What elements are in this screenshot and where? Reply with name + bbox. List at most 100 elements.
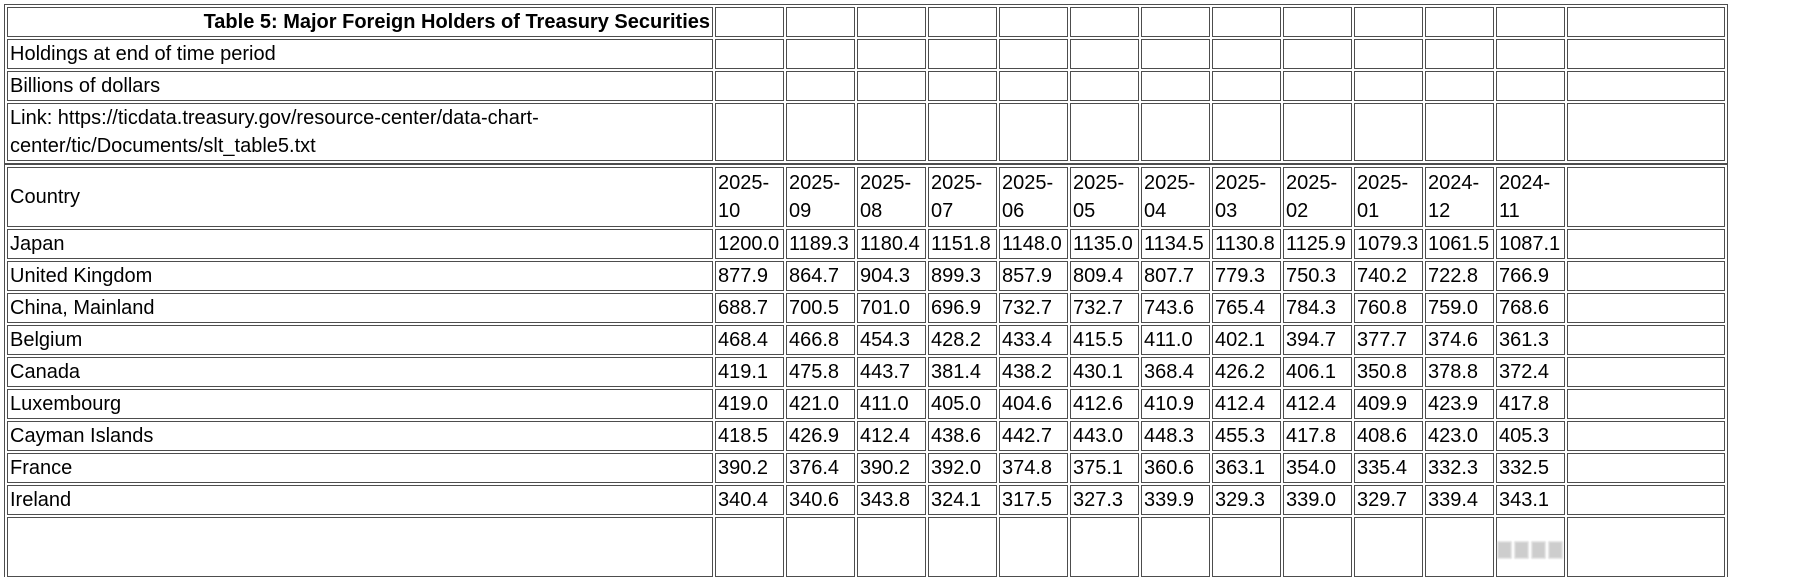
value-cell: 438.6 xyxy=(928,421,997,451)
empty-cell xyxy=(1567,167,1725,227)
empty-cell xyxy=(928,7,997,37)
empty-cell xyxy=(999,7,1068,37)
value-cell: 1148.0 xyxy=(999,229,1068,259)
table-title: Table 5: Major Foreign Holders of Treasu… xyxy=(7,7,713,37)
table-row: Canada 419.1 475.8 443.7 381.4 438.2 430.1 368.… xyxy=(7,357,1725,387)
empty-cell xyxy=(1141,39,1210,69)
empty-cell xyxy=(1567,39,1725,69)
value-cell: 700.5 xyxy=(786,293,855,323)
empty-cell xyxy=(1354,517,1423,577)
value-cell: 688.7 xyxy=(715,293,784,323)
empty-cell xyxy=(1070,39,1139,69)
empty-cell xyxy=(1567,389,1725,419)
empty-cell xyxy=(1212,7,1281,37)
empty-cell xyxy=(786,517,855,577)
empty-cell xyxy=(1354,7,1423,37)
empty-cell xyxy=(1496,71,1565,101)
value-cell: 448.3 xyxy=(1141,421,1210,451)
value-cell: 1180.4 xyxy=(857,229,926,259)
value-cell: 418.5 xyxy=(715,421,784,451)
value-cell: 390.2 xyxy=(715,453,784,483)
empty-cell xyxy=(715,103,784,161)
units-note-row: Billions of dollars xyxy=(7,71,1725,101)
empty-cell xyxy=(786,39,855,69)
country-cell: Luxembourg xyxy=(7,389,713,419)
value-cell: 468.4 xyxy=(715,325,784,355)
value-cell: 381.4 xyxy=(928,357,997,387)
empty-cell xyxy=(857,39,926,69)
value-cell: 376.4 xyxy=(786,453,855,483)
empty-cell xyxy=(928,71,997,101)
column-header-2024-11: 2024-11 xyxy=(1496,167,1565,227)
value-cell: 430.1 xyxy=(1070,357,1139,387)
empty-cell xyxy=(1425,103,1494,161)
column-header-2024-12: 2024-12 xyxy=(1425,167,1494,227)
value-cell: 743.6 xyxy=(1141,293,1210,323)
value-cell: 759.0 xyxy=(1425,293,1494,323)
source-link-text: Link: https://ticdata.treasury.gov/resou… xyxy=(10,107,539,157)
value-cell: 750.3 xyxy=(1283,261,1352,291)
partial-clipped-row xyxy=(7,517,1725,577)
value-cell: 784.3 xyxy=(1283,293,1352,323)
value-cell: 768.6 xyxy=(1496,293,1565,323)
empty-cell xyxy=(1567,261,1725,291)
value-cell: 423.0 xyxy=(1425,421,1494,451)
empty-cell xyxy=(786,71,855,101)
value-cell: 807.7 xyxy=(1141,261,1210,291)
value-cell: 423.9 xyxy=(1425,389,1494,419)
value-cell: 372.4 xyxy=(1496,357,1565,387)
empty-cell xyxy=(1141,7,1210,37)
value-cell: 350.8 xyxy=(1354,357,1423,387)
column-header-2025-03: 2025-03 xyxy=(1212,167,1281,227)
value-cell: 394.7 xyxy=(1283,325,1352,355)
empty-cell xyxy=(999,103,1068,161)
value-cell: 443.0 xyxy=(1070,421,1139,451)
empty-cell xyxy=(1283,71,1352,101)
watermark xyxy=(1497,541,1563,559)
value-cell: 765.4 xyxy=(1212,293,1281,323)
value-cell: 1135.0 xyxy=(1070,229,1139,259)
empty-cell xyxy=(857,71,926,101)
value-cell: 339.4 xyxy=(1425,485,1494,515)
value-cell: 760.8 xyxy=(1354,293,1423,323)
empty-cell xyxy=(715,39,784,69)
header-row: Country 2025-10 2025-09 2025-08 2025-07 2025… xyxy=(7,167,1725,227)
table-row: France 390.2 376.4 390.2 392.0 374.8 375.1 360.… xyxy=(7,453,1725,483)
empty-cell xyxy=(857,517,926,577)
empty-cell xyxy=(1496,103,1565,161)
value-cell: 415.5 xyxy=(1070,325,1139,355)
value-cell: 327.3 xyxy=(1070,485,1139,515)
value-cell: 732.7 xyxy=(1070,293,1139,323)
value-cell: 329.3 xyxy=(1212,485,1281,515)
value-cell: 1134.5 xyxy=(1141,229,1210,259)
title-section-table: Table 5: Major Foreign Holders of Treasu… xyxy=(4,4,1728,164)
value-cell: 335.4 xyxy=(1354,453,1423,483)
empty-cell xyxy=(1070,517,1139,577)
empty-cell xyxy=(1283,39,1352,69)
empty-cell xyxy=(1567,293,1725,323)
empty-cell xyxy=(1354,39,1423,69)
empty-cell xyxy=(715,517,784,577)
value-cell: 1189.3 xyxy=(786,229,855,259)
empty-cell xyxy=(1567,103,1725,161)
value-cell: 410.9 xyxy=(1141,389,1210,419)
column-header-2025-04: 2025-04 xyxy=(1141,167,1210,227)
holdings-note: Holdings at end of time period xyxy=(7,39,713,69)
table-row: Japan 1200.0 1189.3 1180.4 1151.8 1148.0 1135.… xyxy=(7,229,1725,259)
value-cell: 1079.3 xyxy=(1354,229,1423,259)
value-cell: 766.9 xyxy=(1496,261,1565,291)
value-cell: 443.7 xyxy=(857,357,926,387)
empty-cell xyxy=(928,103,997,161)
empty-cell xyxy=(1425,7,1494,37)
value-cell: 339.9 xyxy=(1141,485,1210,515)
value-cell: 402.1 xyxy=(1212,325,1281,355)
value-cell: 412.4 xyxy=(1212,389,1281,419)
value-cell: 1087.1 xyxy=(1496,229,1565,259)
empty-cell xyxy=(715,71,784,101)
empty-cell xyxy=(1425,39,1494,69)
value-cell: 404.6 xyxy=(999,389,1068,419)
empty-cell xyxy=(999,71,1068,101)
value-cell: 324.1 xyxy=(928,485,997,515)
value-cell: 392.0 xyxy=(928,453,997,483)
empty-cell xyxy=(1567,7,1725,37)
